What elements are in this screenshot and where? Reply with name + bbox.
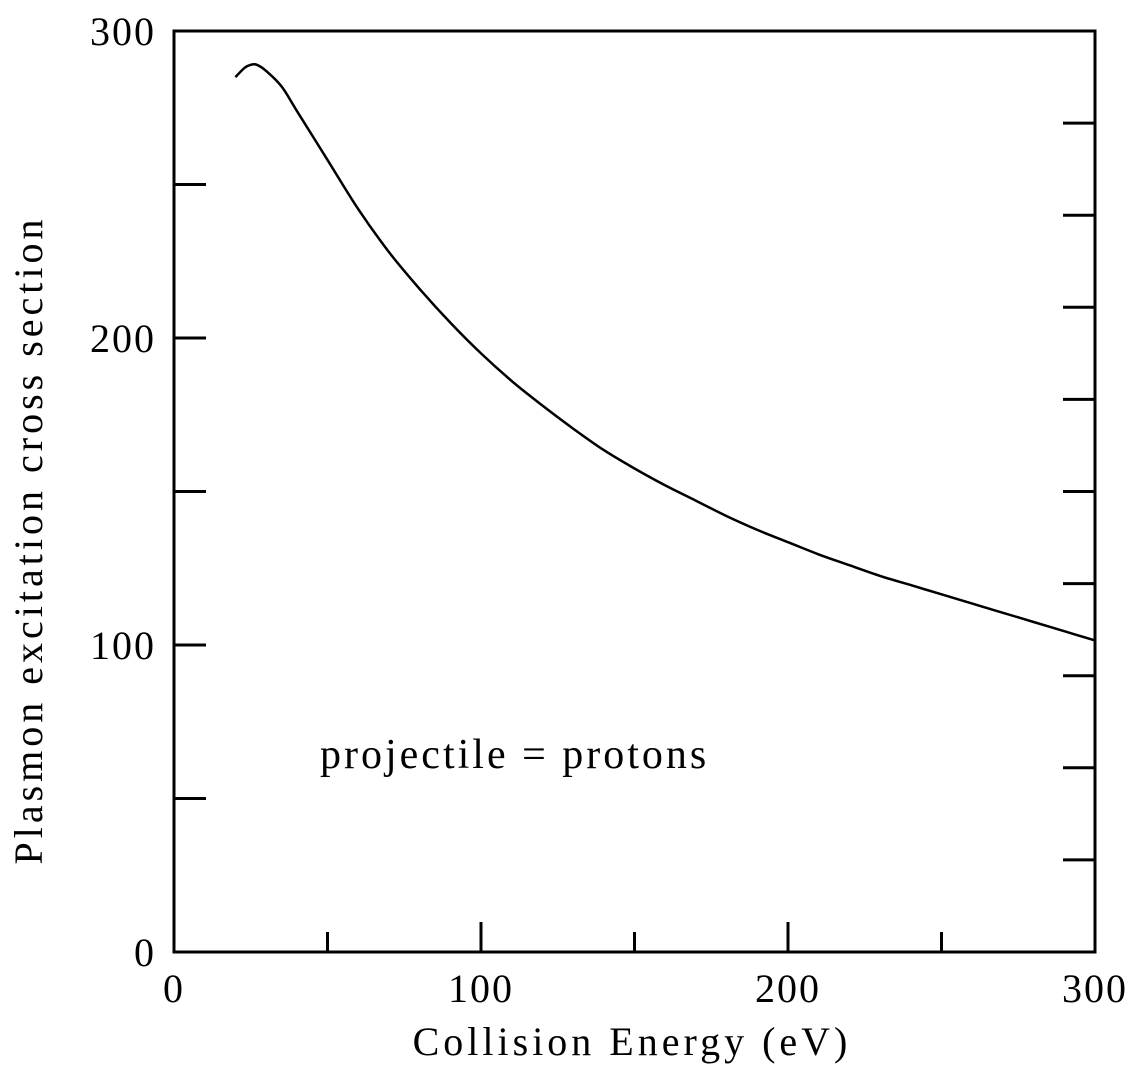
y-tick-label: 100: [90, 623, 156, 668]
series-line: [234, 62, 1096, 642]
tick-labels: 0 100 200 300 0 100 200 300: [90, 9, 1128, 1011]
x-tick-label: 300: [1062, 966, 1128, 1011]
x-axis-label: Collision Energy (eV): [413, 1019, 852, 1064]
ticks: [174, 121, 1095, 952]
x-tick-label: 200: [755, 966, 821, 1011]
plot-frame: [172, 29, 1097, 954]
x-tick-label: 0: [163, 966, 185, 1011]
y-tick-label: 200: [90, 316, 156, 361]
y-tick-label: 0: [134, 930, 156, 975]
x-tick-label: 100: [448, 966, 514, 1011]
y-axis-label: Plasmon excitation cross section: [6, 215, 51, 864]
annotation-label: projectile = protons: [320, 732, 709, 778]
y-tick-label: 300: [90, 9, 156, 54]
